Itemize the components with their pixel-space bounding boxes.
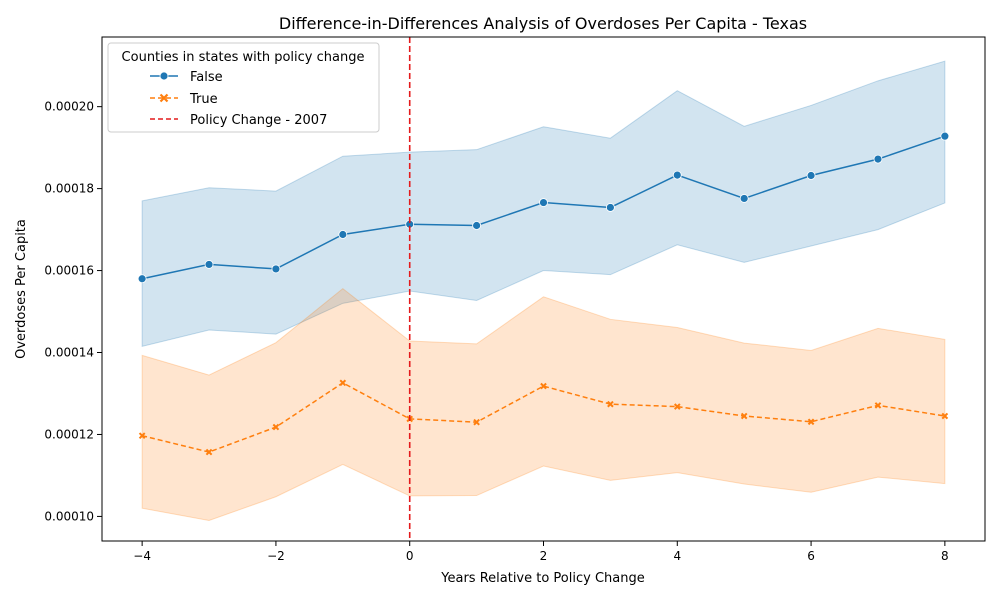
point-false-2 — [271, 264, 281, 274]
point-true-12 — [941, 412, 949, 420]
legend-entry-true: True — [150, 92, 218, 107]
x-tick-label: 8 — [941, 549, 949, 563]
chart-title: Difference-in-Differences Analysis of Ov… — [279, 14, 807, 33]
point-true-7 — [607, 400, 614, 408]
legend-marker-true — [159, 93, 169, 103]
y-tick-label: 0.00014 — [44, 346, 94, 360]
point-false-10 — [806, 171, 816, 180]
x-tick-label: 0 — [406, 549, 414, 563]
x-tick-label: 2 — [540, 549, 548, 563]
x-axis-ticks: −4 −2 0 2 4 6 8 — [133, 541, 949, 563]
point-true-11 — [874, 402, 882, 409]
point-false-3 — [338, 230, 348, 239]
x-tick-label: 4 — [673, 549, 681, 563]
y-axis-ticks: 0.00010 0.00012 0.00014 0.00016 0.00018 0.000… — [44, 100, 102, 523]
point-false-0 — [137, 274, 147, 284]
point-true-3 — [339, 379, 347, 387]
y-tick-label: 0.00016 — [44, 264, 94, 278]
point-false-12 — [940, 131, 950, 141]
y-tick-label: 0.00010 — [44, 509, 94, 523]
x-tick-label: 6 — [807, 549, 815, 563]
legend-marker-false — [159, 71, 169, 81]
point-true-5 — [473, 418, 480, 426]
legend: Counties in states with policy change Fa… — [107, 42, 380, 133]
x-tick-label: −4 — [133, 549, 151, 563]
point-false-9 — [739, 194, 749, 203]
ci-band-true — [141, 287, 946, 522]
point-false-7 — [605, 203, 615, 212]
point-false-5 — [472, 221, 482, 230]
legend-title: Counties in states with policy change — [122, 50, 365, 65]
y-tick-label: 0.00012 — [44, 427, 94, 441]
legend-label-false: False — [190, 70, 223, 85]
point-false-6 — [539, 198, 548, 207]
x-axis-label: Years Relative to Policy Change — [440, 571, 644, 586]
point-true-9 — [740, 412, 748, 420]
point-false-11 — [873, 154, 883, 164]
legend-entry-policy: Policy Change - 2007 — [150, 113, 327, 128]
point-true-2 — [272, 423, 280, 431]
y-tick-label: 0.00018 — [44, 182, 94, 196]
x-tick-label: −2 — [267, 549, 285, 563]
legend-box — [107, 42, 380, 133]
y-axis-label: Overdoses Per Capita — [14, 219, 29, 359]
point-true-1 — [205, 448, 213, 456]
legend-entry-false: False — [150, 70, 223, 85]
legend-label-true: True — [189, 92, 218, 107]
series-markers — [137, 131, 950, 456]
point-true-8 — [673, 403, 681, 410]
point-false-8 — [672, 170, 682, 180]
point-true-0 — [138, 432, 146, 440]
point-false-1 — [204, 260, 214, 269]
point-true-6 — [540, 382, 547, 390]
point-true-10 — [807, 418, 815, 426]
legend-label-policy: Policy Change - 2007 — [190, 113, 327, 128]
y-tick-label: 0.00020 — [44, 100, 94, 114]
